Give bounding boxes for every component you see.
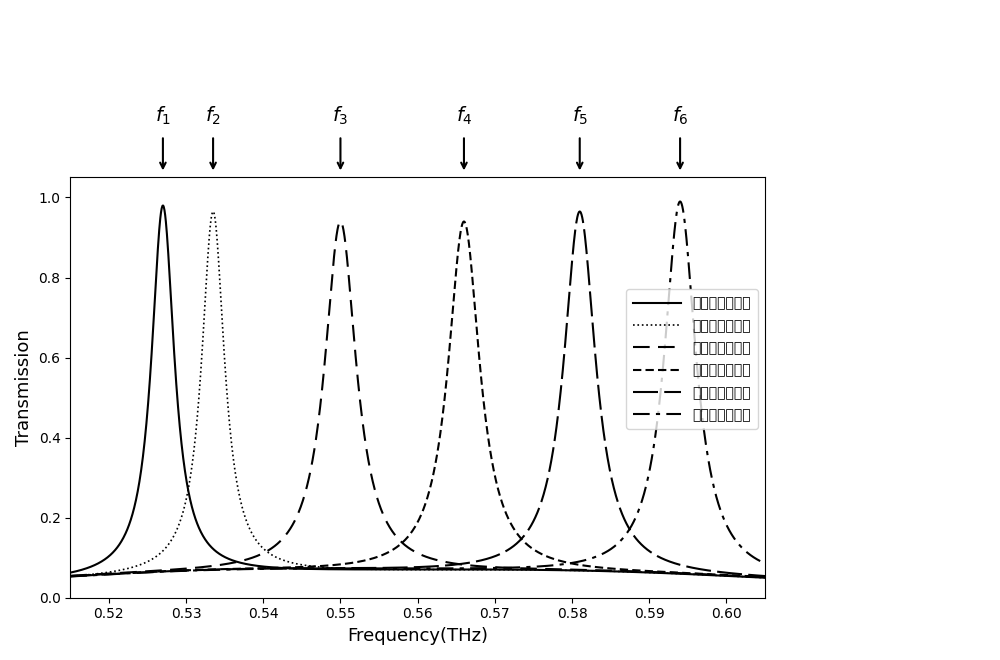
Text: $f_{3}$: $f_{3}$ [332,105,349,127]
Text: $f_{1}$: $f_{1}$ [155,105,171,127]
X-axis label: Frequency(THz): Frequency(THz) [347,627,488,645]
Text: $f_{2}$: $f_{2}$ [205,105,221,127]
Text: $f_{5}$: $f_{5}$ [572,105,588,127]
Y-axis label: Transmission: Transmission [15,329,33,446]
Legend: 第一信号输出端, 第二信号输出端, 第三信号输出端, 第四信号输出端, 第五信号输出端, 第六信号输出端: 第一信号输出端, 第二信号输出端, 第三信号输出端, 第四信号输出端, 第五信号… [626,290,758,429]
Text: $f_{6}$: $f_{6}$ [672,105,688,127]
Text: $f_{4}$: $f_{4}$ [456,105,472,127]
